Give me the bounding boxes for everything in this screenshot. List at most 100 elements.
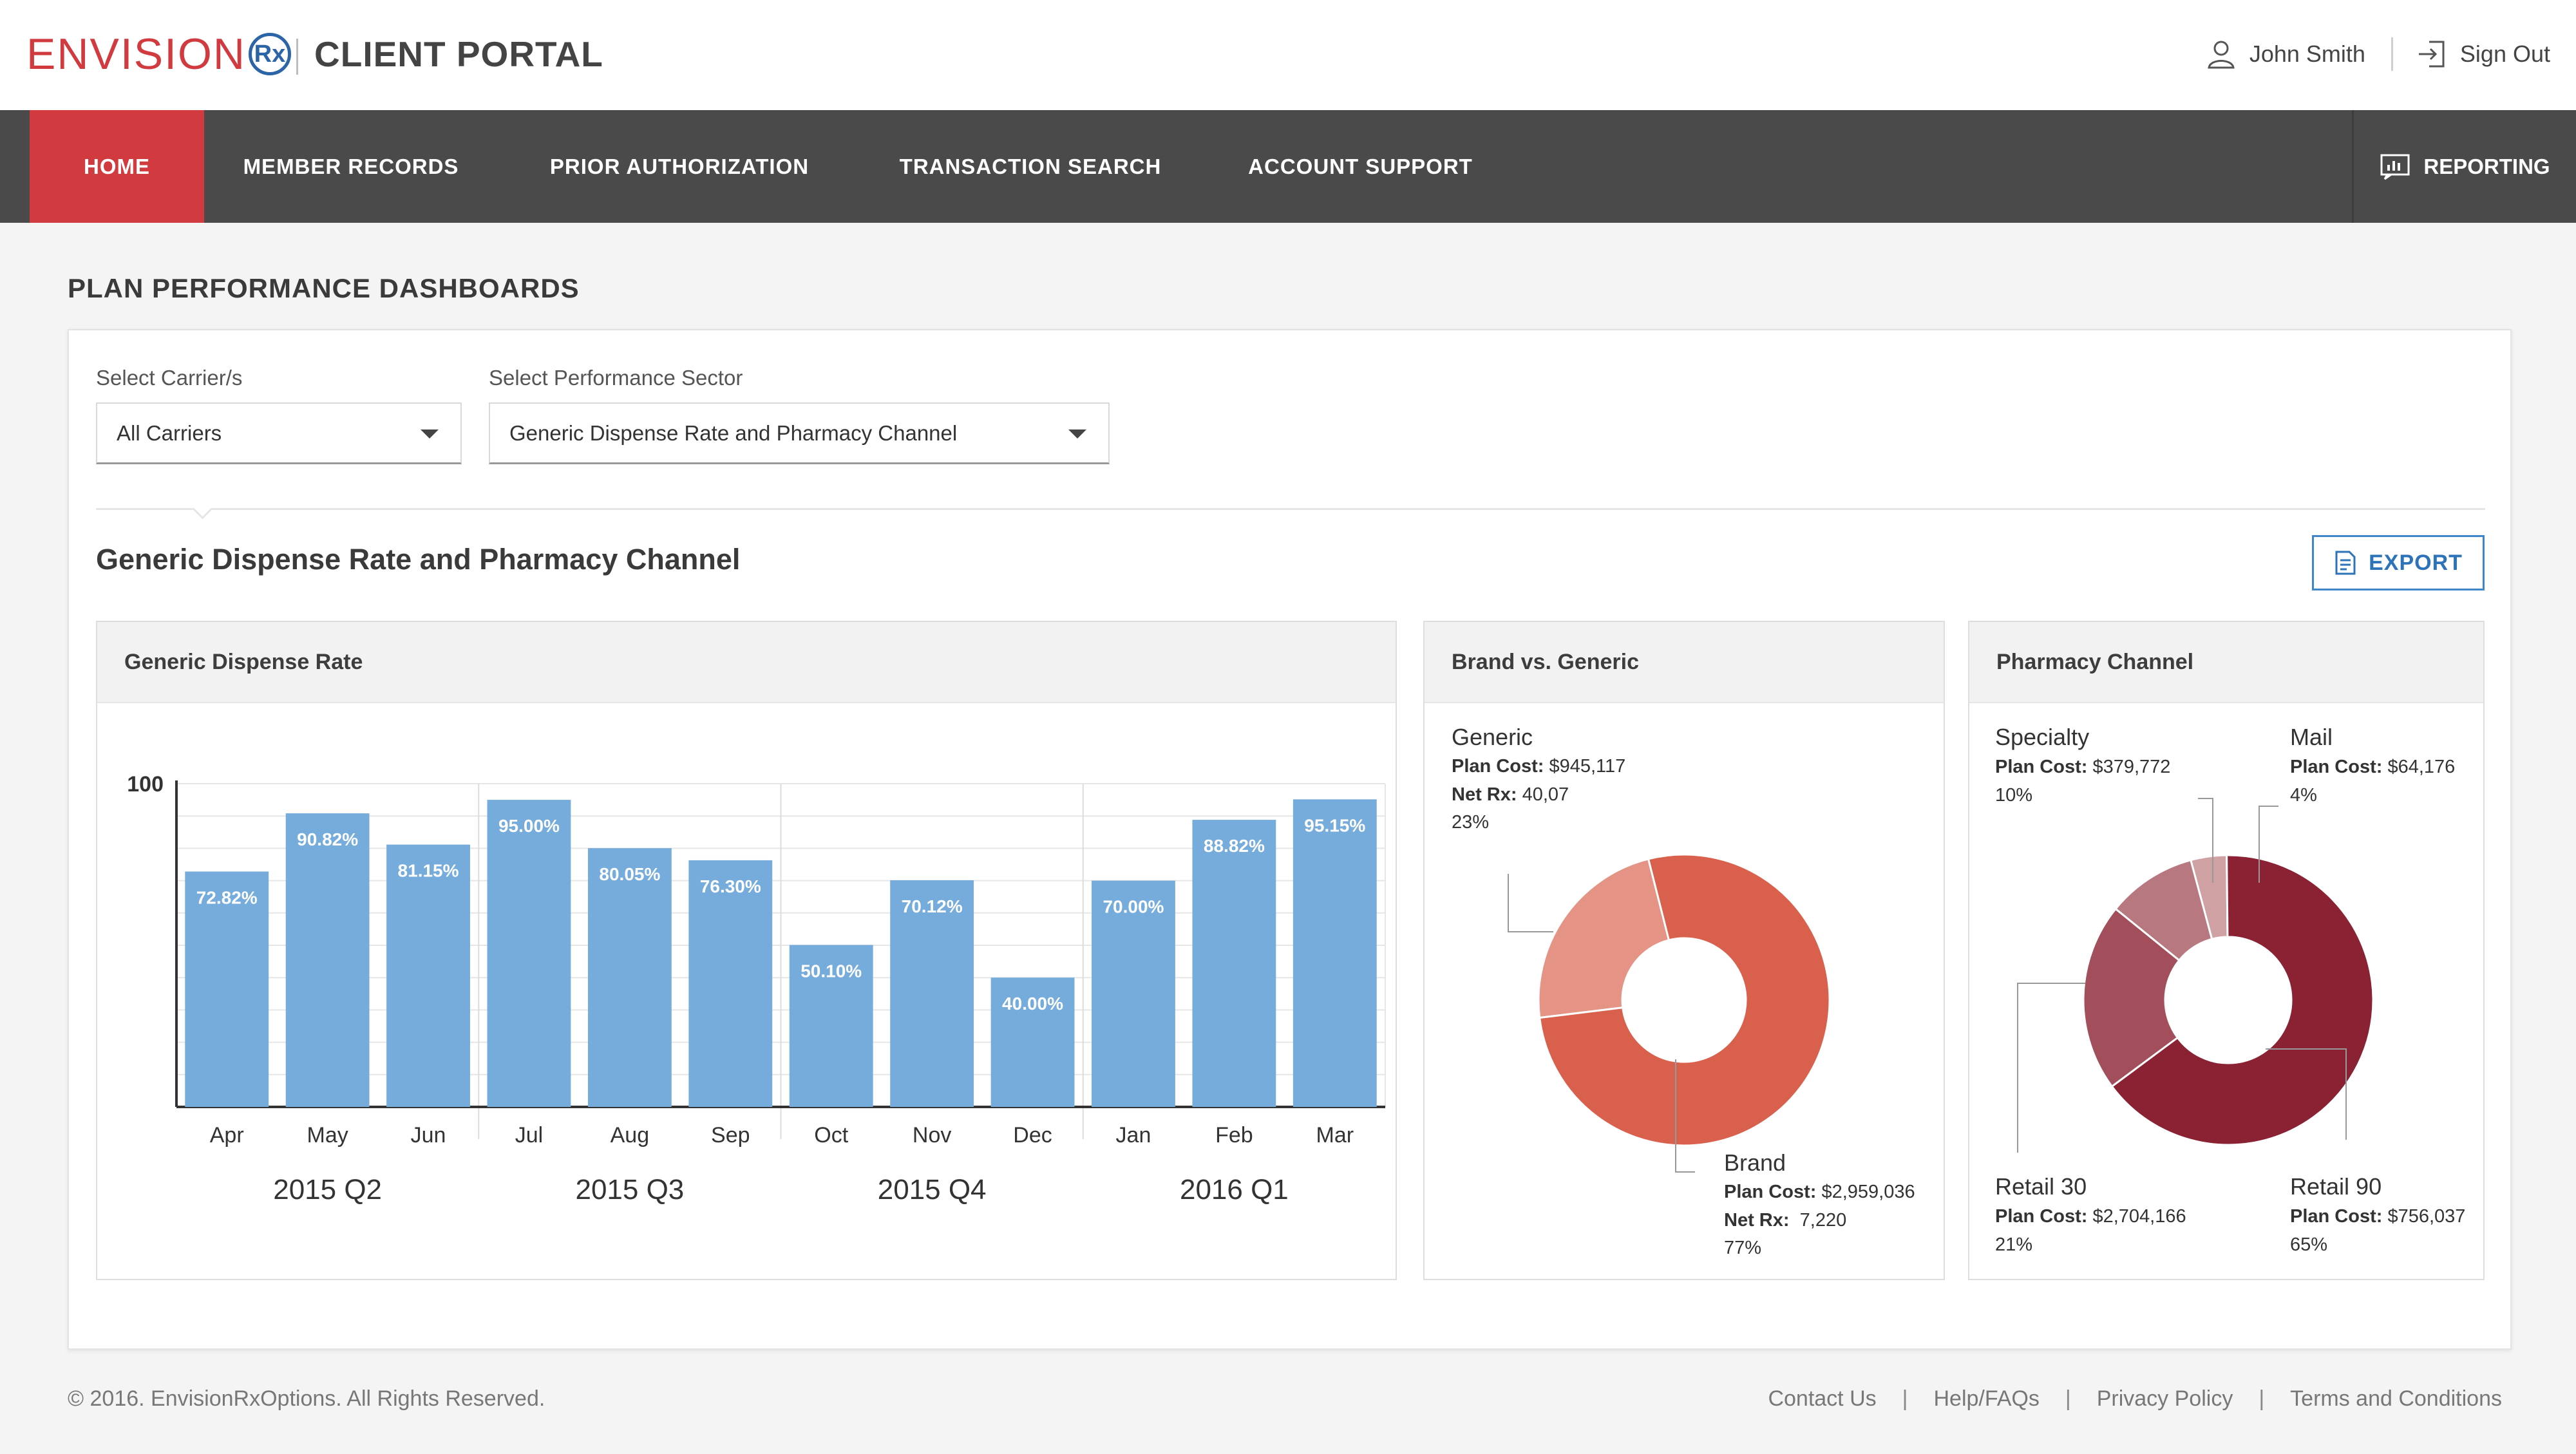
page-title: PLAN PERFORMANCE DASHBOARDS bbox=[68, 273, 580, 303]
pc-panel-title: Pharmacy Channel bbox=[1969, 622, 2483, 703]
export-button[interactable]: EXPORT bbox=[2312, 535, 2485, 590]
footer-link-terms[interactable]: Terms and Conditions bbox=[2290, 1386, 2502, 1411]
reporting-label: REPORTING bbox=[2423, 154, 2550, 178]
leader-line bbox=[1675, 1059, 1695, 1173]
x-tick-label: Nov bbox=[913, 1123, 951, 1147]
bar-value-label: 95.15% bbox=[1304, 815, 1365, 835]
footer-link-contact[interactable]: Contact Us bbox=[1768, 1386, 1877, 1411]
slice-name-label: Brand bbox=[1724, 1149, 1786, 1176]
chevron-down-icon bbox=[1068, 430, 1086, 439]
bvg-panel: Brand vs. Generic Generic Plan Cost: $945… bbox=[1423, 621, 1945, 1280]
sign-out-link[interactable]: Sign Out bbox=[2459, 41, 2550, 67]
pc-panel: Pharmacy Channel Specialty Plan Cost: $37… bbox=[1968, 621, 2485, 1280]
footer-links: Contact Us | Help/FAQs | Privacy Policy … bbox=[1768, 1386, 2502, 1412]
nav-member-records[interactable]: MEMBER RECORDS bbox=[243, 154, 459, 178]
slice-percent-label: 4% bbox=[2290, 785, 2317, 806]
sign-out-icon[interactable] bbox=[2418, 39, 2446, 69]
x-tick-label: Oct bbox=[814, 1123, 848, 1147]
slice-name-label: Generic bbox=[1452, 724, 1533, 750]
bar[interactable] bbox=[386, 844, 470, 1107]
bar[interactable] bbox=[487, 800, 571, 1107]
donut-slice[interactable] bbox=[2082, 907, 2181, 1088]
slice-name-label: Retail 30 bbox=[1995, 1173, 2087, 1200]
envision-logo[interactable]: ENVISION Rx bbox=[26, 28, 291, 80]
slice-percent-label: 10% bbox=[1995, 785, 2032, 806]
logo-wordmark: ENVISION bbox=[26, 30, 246, 79]
nav-home[interactable]: HOME bbox=[30, 110, 204, 223]
main-nav: HOME MEMBER RECORDS PRIOR AUTHORIZATION … bbox=[0, 110, 2576, 223]
donut-slice[interactable] bbox=[1539, 853, 1831, 1147]
user-name-link[interactable]: John Smith bbox=[2249, 41, 2365, 67]
x-tick-label: Jul bbox=[515, 1123, 543, 1147]
bar-value-label: 70.12% bbox=[902, 896, 963, 916]
user-divider bbox=[2391, 37, 2393, 71]
x-tick-label: Mar bbox=[1316, 1123, 1354, 1147]
bar-value-label: 70.00% bbox=[1103, 897, 1164, 917]
x-tick-label: Feb bbox=[1215, 1123, 1253, 1147]
bar[interactable] bbox=[1092, 880, 1175, 1107]
slice-percent-label: 21% bbox=[1995, 1234, 2032, 1255]
bar[interactable] bbox=[789, 945, 873, 1107]
footer-link-help[interactable]: Help/FAQs bbox=[1933, 1386, 2040, 1411]
user-icon bbox=[2208, 41, 2235, 69]
plan-cost-label: Plan Cost: $379,772 bbox=[1995, 757, 2170, 777]
bar[interactable] bbox=[185, 871, 269, 1107]
group-label: 2015 Q3 bbox=[575, 1174, 684, 1205]
donut-slice[interactable] bbox=[2110, 854, 2374, 1146]
bar-value-label: 95.00% bbox=[498, 816, 560, 836]
x-tick-label: Sep bbox=[711, 1123, 750, 1147]
group-label: 2015 Q2 bbox=[273, 1174, 382, 1205]
bar[interactable] bbox=[587, 848, 672, 1107]
slice-name-label: Retail 90 bbox=[2290, 1173, 2382, 1200]
donut-slice[interactable] bbox=[2114, 858, 2213, 962]
donut-slice[interactable] bbox=[1537, 858, 1671, 1019]
plan-cost-label: Plan Cost: $2,704,166 bbox=[1995, 1206, 2186, 1227]
x-tick-label: Apr bbox=[210, 1123, 244, 1147]
leader-line bbox=[2266, 1048, 2347, 1140]
slice-name-label: Specialty bbox=[1995, 724, 2089, 750]
bar-value-label: 40.00% bbox=[1002, 994, 1063, 1014]
net-rx-label: Net Rx: 7,220 bbox=[1724, 1210, 1846, 1231]
plan-cost-label: Plan Cost: $2,959,036 bbox=[1724, 1182, 1915, 1202]
bar-value-label: 50.10% bbox=[800, 961, 862, 981]
gdr-panel-title: Generic Dispense Rate bbox=[97, 622, 1396, 703]
x-tick-label: Dec bbox=[1013, 1123, 1052, 1147]
bar[interactable] bbox=[1293, 799, 1377, 1107]
bar[interactable] bbox=[285, 813, 370, 1107]
slice-percent-label: 23% bbox=[1452, 812, 1489, 833]
nav-reporting[interactable]: REPORTING bbox=[2352, 110, 2576, 223]
footer-copyright: © 2016. EnvisionRxOptions. All Rights Re… bbox=[68, 1386, 545, 1411]
bar-value-label: 76.30% bbox=[700, 876, 761, 896]
footer-link-privacy[interactable]: Privacy Policy bbox=[2096, 1386, 2233, 1411]
sector-select[interactable]: Generic Dispense Rate and Pharmacy Chann… bbox=[489, 402, 1110, 464]
top-header: ENVISION Rx CLIENT PORTAL John Smith Sig… bbox=[0, 0, 2576, 110]
nav-prior-authorization[interactable]: PRIOR AUTHORIZATION bbox=[549, 154, 810, 178]
bar[interactable] bbox=[890, 880, 974, 1107]
x-tick-label: Jan bbox=[1116, 1123, 1151, 1147]
bar-value-label: 80.05% bbox=[599, 864, 660, 884]
nav-transaction-search[interactable]: TRANSACTION SEARCH bbox=[899, 154, 1162, 178]
export-label: EXPORT bbox=[2369, 550, 2463, 575]
carrier-select-value: All Carriers bbox=[117, 420, 222, 445]
dashboard-card: Select Carrier/s All Carriers Select Per… bbox=[68, 329, 2512, 1350]
x-tick-label: Aug bbox=[611, 1123, 650, 1147]
carrier-select[interactable]: All Carriers bbox=[96, 402, 462, 464]
reporting-icon bbox=[2380, 154, 2410, 180]
net-rx-label: Net Rx: 40,07 bbox=[1452, 784, 1569, 805]
bar[interactable] bbox=[990, 977, 1075, 1107]
nav-account-support[interactable]: ACCOUNT SUPPORT bbox=[1248, 154, 1473, 178]
gdr-panel: Generic Dispense Rate 100 72.82% Apr 90.82%… bbox=[96, 621, 1397, 1280]
slice-percent-label: 65% bbox=[2290, 1234, 2327, 1255]
bar[interactable] bbox=[688, 860, 773, 1107]
carrier-select-label: Select Carrier/s bbox=[96, 366, 243, 390]
x-tick-label: Jun bbox=[411, 1123, 446, 1147]
footer-separator: | bbox=[2259, 1386, 2265, 1411]
bar[interactable] bbox=[1192, 820, 1276, 1107]
chevron-down-icon bbox=[421, 430, 439, 439]
section-title: Generic Dispense Rate and Pharmacy Chann… bbox=[96, 543, 741, 576]
group-label: 2016 Q1 bbox=[1180, 1174, 1289, 1205]
leader-line bbox=[2259, 806, 2278, 883]
leader-line bbox=[2198, 798, 2213, 883]
bvg-donut-chart: Generic Plan Cost: $945,117 Net Rx: 40,07 2… bbox=[1452, 724, 1915, 1258]
bar-value-label: 72.82% bbox=[196, 887, 258, 907]
